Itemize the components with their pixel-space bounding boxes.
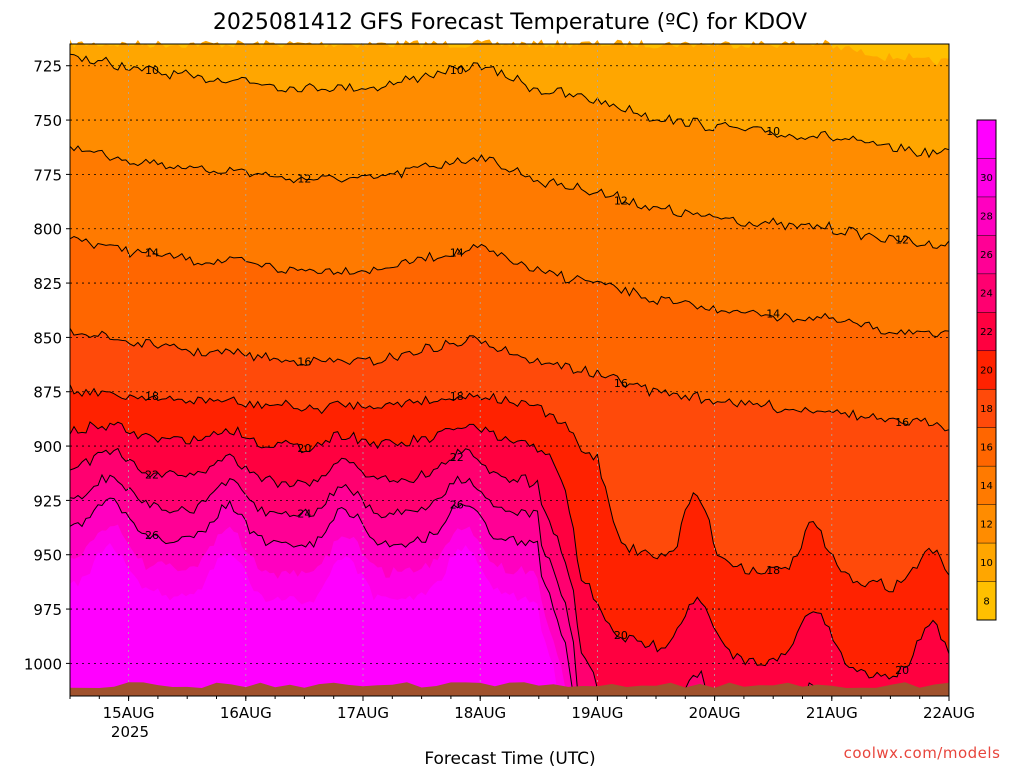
colorbar-label: 26 (980, 250, 993, 261)
colorbar-segment (977, 543, 996, 582)
colorbar-segment (977, 273, 996, 313)
contour-label: 12 (895, 234, 909, 247)
colorbar-segment (977, 389, 996, 428)
y-tick-label: 875 (33, 384, 62, 402)
contour-label: 20 (297, 442, 311, 455)
y-tick-label: 750 (33, 112, 62, 130)
contour-label: 26 (450, 499, 464, 512)
colorbar-label: 22 (980, 327, 993, 338)
x-tick-label: 19AUG (571, 704, 623, 722)
contour-label: 22 (145, 468, 159, 481)
contour-label: 10 (145, 64, 159, 77)
fill-band-30 (70, 543, 949, 696)
contour-line-14 (69, 235, 950, 338)
colorbar-segment (977, 120, 996, 159)
colorbar-segment (977, 350, 996, 390)
colorbar-label: 16 (980, 442, 993, 453)
contour-label: 18 (766, 564, 780, 577)
x-year-label: 2025 (111, 723, 149, 741)
time-axis: 15AUG 16AUG 17AUG 18AUG 19AUG 20AUG 21AUG 22AUG (69, 696, 975, 722)
colorbar-segment (977, 158, 996, 197)
y-tick-label: 1000 (24, 655, 62, 673)
colorbar-label: 20 (980, 366, 993, 377)
colorbar-label: 30 (980, 173, 993, 184)
colorbar-segment (977, 581, 996, 620)
x-tick-label: 20AUG (689, 704, 741, 722)
contour-label: 10 (450, 64, 464, 77)
colorbar-label: 14 (980, 481, 993, 492)
contour-label: 18 (450, 390, 464, 403)
colorbar-segment (977, 504, 996, 544)
chart-title: 2025081412 GFS Forecast Temperature (ºC)… (213, 10, 807, 35)
pressure-axis: 725 750 775 800 825 850 875 900 925 950 975 1000 (24, 58, 70, 673)
y-tick-label: 800 (33, 221, 62, 239)
contour-line-18 (69, 384, 950, 593)
colorbar: 8 10 12 14 16 18 20 22 24 26 28 30 (976, 119, 997, 621)
temperature-fill-layers (70, 39, 949, 697)
contour-label: 16 (895, 416, 909, 429)
contour-label: 16 (297, 355, 311, 368)
contour-label: 18 (145, 390, 159, 403)
x-tick-label: 22AUG (923, 704, 975, 722)
grid-lines (70, 44, 950, 696)
y-tick-label: 950 (33, 547, 62, 565)
contour-line-16 (69, 328, 950, 432)
credit-text: coolwx.com/models (844, 744, 1001, 762)
colorbar-segment (977, 312, 996, 351)
x-tick-label: 18AUG (454, 704, 506, 722)
ground-surface (70, 682, 949, 696)
colorbar-label: 12 (980, 519, 993, 530)
colorbar-segment (977, 466, 996, 505)
contour-label: 20 (895, 664, 909, 677)
colorbar-segment (977, 196, 996, 236)
x-tick-label: 16AUG (220, 704, 272, 722)
contour-label: 10 (766, 125, 780, 138)
contour-label: 12 (614, 194, 628, 207)
contour-lines: 10 10 10 12 12 12 14 14 14 16 16 16 18 18 18 20 20 20 22 22… (69, 53, 950, 697)
contour-line-20 (69, 421, 950, 680)
contour-label: 16 (614, 377, 628, 390)
colorbar-label: 10 (980, 558, 993, 569)
y-tick-label: 900 (33, 438, 62, 456)
y-tick-label: 850 (33, 329, 62, 347)
x-tick-label: 17AUG (337, 704, 389, 722)
contour-label: 12 (297, 173, 311, 186)
colorbar-segment (977, 427, 996, 467)
y-tick-label: 925 (33, 492, 62, 510)
y-tick-label: 975 (33, 601, 62, 619)
y-tick-label: 725 (33, 58, 62, 76)
y-tick-label: 775 (33, 166, 62, 184)
contour-label: 14 (145, 247, 159, 260)
x-tick-label: 15AUG (103, 704, 155, 722)
colorbar-label: 28 (980, 212, 993, 223)
x-tick-label: 21AUG (806, 704, 858, 722)
contour-label: 20 (614, 629, 628, 642)
x-axis-title: Forecast Time (UTC) (424, 749, 595, 768)
contour-line-12 (69, 145, 950, 249)
colorbar-label: 8 (983, 596, 989, 607)
y-tick-label: 825 (33, 275, 62, 293)
contour-label: 14 (450, 247, 464, 260)
contour-label: 14 (766, 307, 780, 320)
colorbar-segment (977, 235, 996, 274)
contour-line-10 (69, 53, 950, 159)
contour-label: 22 (450, 451, 464, 464)
ground-fill (70, 682, 949, 696)
colorbar-label: 18 (980, 404, 993, 415)
colorbar-label: 24 (980, 289, 993, 300)
contour-label: 24 (297, 507, 311, 520)
contour-label: 26 (145, 529, 159, 542)
colorbar-frame (976, 119, 997, 621)
